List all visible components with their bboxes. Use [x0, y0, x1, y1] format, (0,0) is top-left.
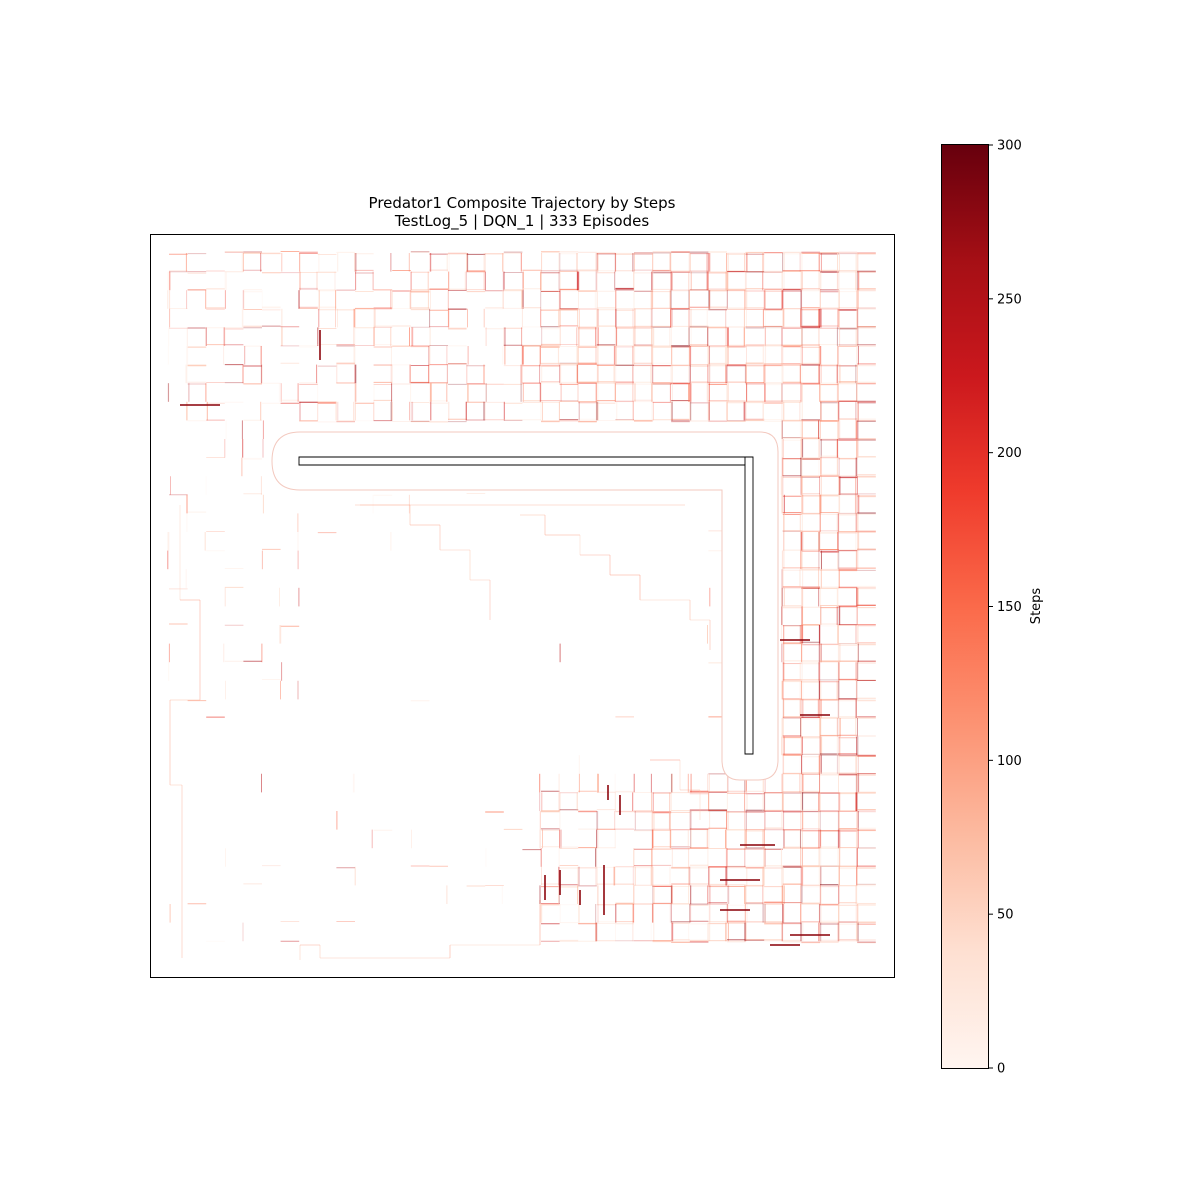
colorbar-ticks: 0 50 100 150 200 250 300: [988, 139, 1022, 1077]
colorbar-tick-label: 0: [997, 1062, 1005, 1077]
colorbar-tick-label: 50: [997, 908, 1014, 923]
colorbar: 0 50 100 150 200 250 300 Steps: [941, 139, 1044, 1077]
colorbar-tick-label: 150: [997, 600, 1022, 615]
colorbar-tick-label: 300: [997, 139, 1022, 154]
colorbar-tick-label: 250: [997, 292, 1022, 307]
wall-clearance: [271, 431, 779, 781]
colorbar-gradient: [942, 145, 988, 1068]
chart-title: Predator1 Composite Trajectory by Steps: [369, 194, 676, 212]
plot-frame: [150, 234, 895, 978]
chart-subtitle: TestLog_5 | DQN_1 | 333 Episodes: [394, 212, 649, 231]
plot-area: [150, 234, 895, 978]
colorbar-label: Steps: [1029, 588, 1044, 625]
colorbar-tick-label: 100: [997, 754, 1022, 769]
colorbar-tick-label: 200: [997, 446, 1022, 461]
wall-obstacle: [298, 456, 754, 755]
